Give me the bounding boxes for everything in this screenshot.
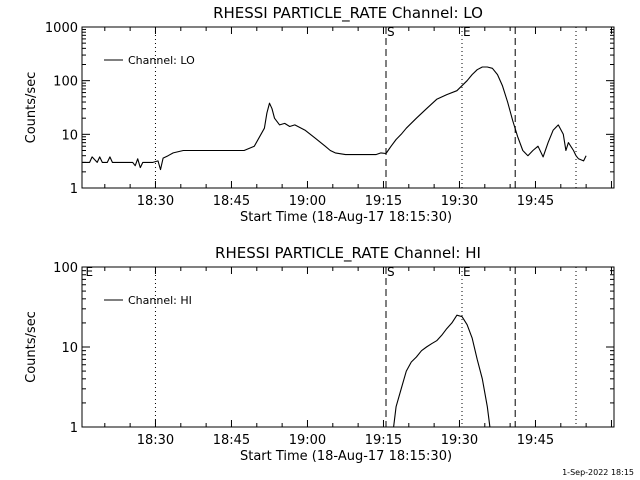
panel-2-x-tick-label: 19:00 xyxy=(289,433,326,448)
panel-2-legend-label: Channel: HI xyxy=(128,294,192,307)
panel-2-y-tick-label: 10 xyxy=(61,341,78,356)
panel-1-event-marker-label: E xyxy=(463,25,471,39)
panel-2-x-tick-label: 18:30 xyxy=(137,433,174,448)
panel-2-x-tick-label: 19:15 xyxy=(365,433,402,448)
panel-1-plot-frame xyxy=(81,26,615,189)
panel-2-event-marker-label: E xyxy=(463,265,471,279)
panel-2-x-tick-label: 19:30 xyxy=(441,433,478,448)
panel-1-y-tick-label: 10 xyxy=(61,128,78,143)
panel-2-data-line-channel-hi xyxy=(393,314,491,428)
panel-1-y-tick-label: 1 xyxy=(70,182,78,197)
panel-2-event-marker-label: S xyxy=(387,265,395,279)
panel-1-y-axis-label: Counts/sec xyxy=(24,72,39,144)
panel-2-x-tick-label: 19:45 xyxy=(517,433,554,448)
panel-2-x-tick-label: 18:45 xyxy=(213,433,250,448)
panel-1-legend-label: Channel: LO xyxy=(128,54,195,67)
panel-1-y-tick-label: 1000 xyxy=(45,21,78,36)
panel-1-x-tick-label: 19:00 xyxy=(289,194,326,209)
panel-2-y-axis-label: Counts/sec xyxy=(24,311,39,383)
panel-1-chart-title: RHESSI PARTICLE_RATE Channel: LO xyxy=(213,4,483,23)
panel-1-x-tick-label: 18:30 xyxy=(137,194,174,209)
panel-1-event-marker-label: S xyxy=(387,25,395,39)
panel-1-x-tick-label: 19:15 xyxy=(365,194,402,209)
panel-2-y-tick-label: 1 xyxy=(70,421,78,436)
panel-1-x-tick-label: 19:45 xyxy=(517,194,554,209)
panel-1-x-tick-label: 19:30 xyxy=(441,194,478,209)
panel-2-plot-frame xyxy=(81,266,615,428)
panel-1-x-tick-label: 18:45 xyxy=(213,194,250,209)
panel-2-chart-title: RHESSI PARTICLE_RATE Channel: HI xyxy=(215,244,481,263)
panel-1-y-tick-label: 100 xyxy=(53,75,78,90)
panel-2-y-tick-label: 100 xyxy=(53,261,78,276)
panel-1-x-axis-label: Start Time (18-Aug-17 18:15:30) xyxy=(240,210,452,225)
panel-2-x-axis-label: Start Time (18-Aug-17 18:15:30) xyxy=(240,449,452,464)
panel-2-event-marker-label: E xyxy=(86,265,94,279)
footer-timestamp: 1-Sep-2022 18:15 xyxy=(562,468,634,477)
panel-1-data-line-channel-lo xyxy=(82,66,587,171)
